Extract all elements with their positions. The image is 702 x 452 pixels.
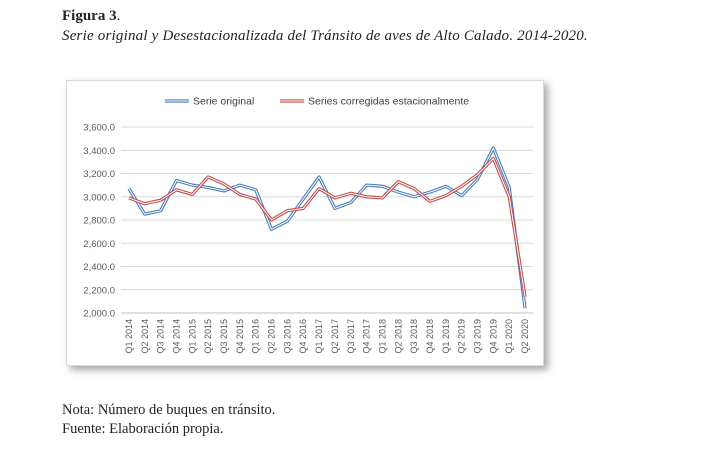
chart-frame: 2,000.0 2,200.0 2,400.0 2,600.0 2,800.0 3,000… xyxy=(66,80,544,366)
figure-source: Fuente: Elaboración propia. xyxy=(62,421,224,437)
x-tick-label: Q1 2017 xyxy=(314,319,324,354)
series-lines xyxy=(127,146,527,309)
series-line-original-inner xyxy=(128,147,526,309)
figure-subtitle: Serie original y Desestacionalizada del … xyxy=(62,28,588,44)
y-tick-label: 2,800.0 xyxy=(83,216,115,227)
legend-label: Series corregidas estacionalmente xyxy=(308,96,469,108)
figure-note: Nota: Número de buques en tránsito. xyxy=(62,402,276,418)
legend-label: Serie original xyxy=(193,96,254,108)
x-tick-label: Q1 2014 xyxy=(124,319,134,354)
x-tick-label: Q3 2017 xyxy=(346,319,356,354)
y-tick-label: 3,200.0 xyxy=(83,169,115,180)
y-tick-label: 2,400.0 xyxy=(83,262,115,273)
y-tick-label: 2,200.0 xyxy=(83,285,115,296)
y-tick-label: 3,000.0 xyxy=(83,192,115,203)
x-tick-label: Q2 2015 xyxy=(203,319,213,354)
legend-entry-adjusted: Series corregidas estacionalmente xyxy=(280,96,469,108)
x-tick-label: Q3 2016 xyxy=(282,319,292,354)
x-tick-label: Q2 2016 xyxy=(267,319,277,354)
x-tick-label: Q4 2018 xyxy=(425,319,435,354)
y-tick-label: 3,600.0 xyxy=(83,123,115,134)
x-tick-label: Q1 2020 xyxy=(504,319,514,354)
x-tick-label: Q4 2014 xyxy=(171,319,181,354)
figure-label: Figura 3. xyxy=(62,8,121,24)
x-tick-label: Q2 2014 xyxy=(140,319,150,354)
y-axis-ticks: 2,000.0 2,200.0 2,400.0 2,600.0 2,800.0 3,000… xyxy=(83,123,115,320)
x-tick-label: Q2 2017 xyxy=(330,319,340,354)
line-chart: 2,000.0 2,200.0 2,400.0 2,600.0 2,800.0 3,000… xyxy=(83,96,533,354)
series-line-adjusted xyxy=(128,156,527,297)
series-line-adjusted-outer xyxy=(128,156,527,297)
y-tick-label: 3,400.0 xyxy=(83,146,115,157)
y-tick-label: 2,600.0 xyxy=(83,239,115,250)
x-tick-label: Q3 2014 xyxy=(156,319,166,354)
gridlines xyxy=(121,126,533,314)
x-tick-label: Q3 2019 xyxy=(473,319,483,354)
x-tick-label: Q4 2015 xyxy=(235,319,245,354)
x-axis-ticks: Q1 2014 Q2 2014 Q3 2014 Q4 2014 Q1 2015 Q2 20… xyxy=(124,319,530,354)
series-line-original xyxy=(127,146,527,309)
x-tick-label: Q2 2020 xyxy=(520,319,530,354)
x-tick-label: Q2 2018 xyxy=(393,319,403,354)
legend: Serie original Series corregidas estacion… xyxy=(165,96,469,108)
y-tick-label: 2,000.0 xyxy=(83,309,115,320)
x-tick-label: Q3 2018 xyxy=(409,319,419,354)
series-line-adjusted-inner xyxy=(128,157,526,297)
x-tick-label: Q1 2015 xyxy=(187,319,197,354)
x-tick-label: Q1 2018 xyxy=(377,319,387,354)
x-tick-label: Q1 2016 xyxy=(251,319,261,354)
x-tick-label: Q4 2016 xyxy=(298,319,308,354)
x-tick-label: Q1 2019 xyxy=(441,319,451,354)
x-tick-label: Q4 2019 xyxy=(488,319,498,354)
x-tick-label: Q2 2019 xyxy=(457,319,467,354)
x-tick-label: Q4 2017 xyxy=(362,319,372,354)
series-line-original-outer xyxy=(127,146,527,309)
x-tick-label: Q3 2015 xyxy=(219,319,229,354)
legend-entry-original: Serie original xyxy=(165,96,254,108)
